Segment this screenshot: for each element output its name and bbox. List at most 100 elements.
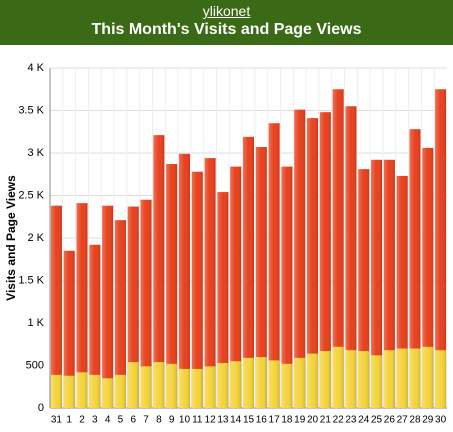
bar-shine (140, 366, 152, 408)
x-tick-label: 16 (256, 415, 268, 426)
bar-shine (358, 169, 370, 408)
y-tick-label: 1.5 K (18, 274, 44, 286)
bar-shine (332, 346, 344, 408)
bar-shine (76, 203, 88, 408)
bar-shine (332, 89, 344, 408)
x-tick-label: 28 (409, 415, 421, 426)
y-tick-label: 3.5 K (18, 104, 44, 116)
bar-shine (178, 368, 190, 408)
bar-shine (166, 164, 178, 408)
x-tick-label: 23 (345, 415, 357, 426)
bar-shine (319, 112, 331, 408)
bar-shine (50, 205, 62, 408)
y-tick-label: 3 K (27, 147, 44, 159)
bar-shine (204, 158, 216, 408)
bar-shine (114, 374, 126, 408)
bar-shine (114, 220, 126, 408)
x-tick-label: 3 (92, 415, 98, 426)
bar-shine (255, 147, 267, 409)
x-tick-label: 31 (51, 415, 63, 426)
bar-shine (242, 136, 255, 408)
bar-shine (140, 199, 152, 408)
y-tick-label: 2.5 K (18, 189, 44, 201)
header: ylikonet This Month's Visits and Page Vi… (0, 0, 453, 45)
x-tick-label: 17 (269, 415, 281, 426)
bar-shine (191, 171, 203, 408)
x-tick-label: 24 (358, 415, 370, 426)
bar-shine (230, 166, 242, 408)
x-tick-label: 6 (130, 415, 136, 426)
x-tick-label: 11 (192, 415, 203, 426)
bar-shine (294, 357, 306, 408)
bar-shine (319, 351, 331, 408)
y-tick-label: 1 K (27, 317, 44, 329)
bar-shine (345, 106, 357, 408)
bar-shine (409, 348, 421, 408)
bar-shine (127, 362, 139, 408)
x-tick-label: 15 (243, 415, 255, 426)
bar-shine (307, 353, 319, 408)
bar-shine (89, 244, 101, 408)
bar-shine (307, 118, 319, 409)
bar-shine (102, 378, 114, 408)
bar-shine (127, 206, 139, 408)
bar-shine (383, 350, 395, 408)
y-tick-label: 4 K (27, 62, 44, 74)
bar-shine (268, 360, 280, 408)
bar-shine (217, 192, 229, 408)
x-tick-label: 26 (384, 415, 396, 426)
bar-shine (63, 250, 75, 408)
x-tick-label: 27 (397, 415, 409, 426)
bar-shine (396, 348, 408, 408)
bar-shine (153, 135, 165, 408)
x-tick-label: 14 (230, 415, 242, 426)
y-tick-label: 0 (38, 402, 44, 414)
x-tick-label: 19 (294, 415, 306, 426)
bar-shine (63, 375, 75, 408)
bar-shine (242, 357, 255, 408)
x-tick-label: 18 (281, 415, 293, 426)
bar-shine (50, 374, 62, 408)
x-tick-label: 22 (333, 415, 345, 426)
x-tick-label: 1 (66, 415, 72, 426)
x-tick-label: 12 (205, 415, 217, 426)
x-tick-label: 7 (143, 415, 149, 426)
bar-shine (268, 123, 280, 408)
bar-shine (89, 374, 101, 408)
x-tick-label: 8 (156, 415, 162, 426)
bar-shine (396, 175, 408, 408)
site-link[interactable]: ylikonet (202, 3, 251, 19)
x-tick-label: 25 (371, 415, 383, 426)
bar-shine (281, 166, 293, 408)
x-tick-label: 20 (307, 415, 319, 426)
bar-shine (166, 363, 178, 408)
x-tick-label: 5 (118, 415, 124, 426)
y-axis-label: Visits and Page Views (4, 175, 18, 301)
y-tick-label: 500 (26, 359, 44, 371)
bar-shine (345, 350, 357, 408)
x-tick-label: 2 (79, 415, 85, 426)
bar-shine (76, 372, 88, 408)
x-tick-label: 21 (320, 415, 332, 426)
bar-shine (281, 363, 293, 408)
x-tick-label: 13 (217, 415, 229, 426)
y-tick-label: 2 K (27, 232, 44, 244)
bar-shine (435, 350, 447, 408)
chart-title: This Month's Visits and Page Views (91, 21, 362, 38)
bar-shine (383, 159, 395, 408)
x-tick-label: 9 (169, 415, 175, 426)
bar-shine (230, 361, 242, 408)
bar-shine (435, 89, 447, 408)
bar-shine (294, 109, 306, 409)
bar-shine (178, 153, 190, 408)
bar-shine (371, 159, 383, 408)
bar-shine (255, 357, 267, 408)
bar-shine (153, 362, 165, 408)
bar-shine (422, 147, 434, 408)
bar-shine (371, 355, 383, 408)
x-tick-label: 30 (435, 415, 447, 426)
x-tick-label: 4 (105, 415, 111, 426)
bar-shine (217, 362, 229, 408)
